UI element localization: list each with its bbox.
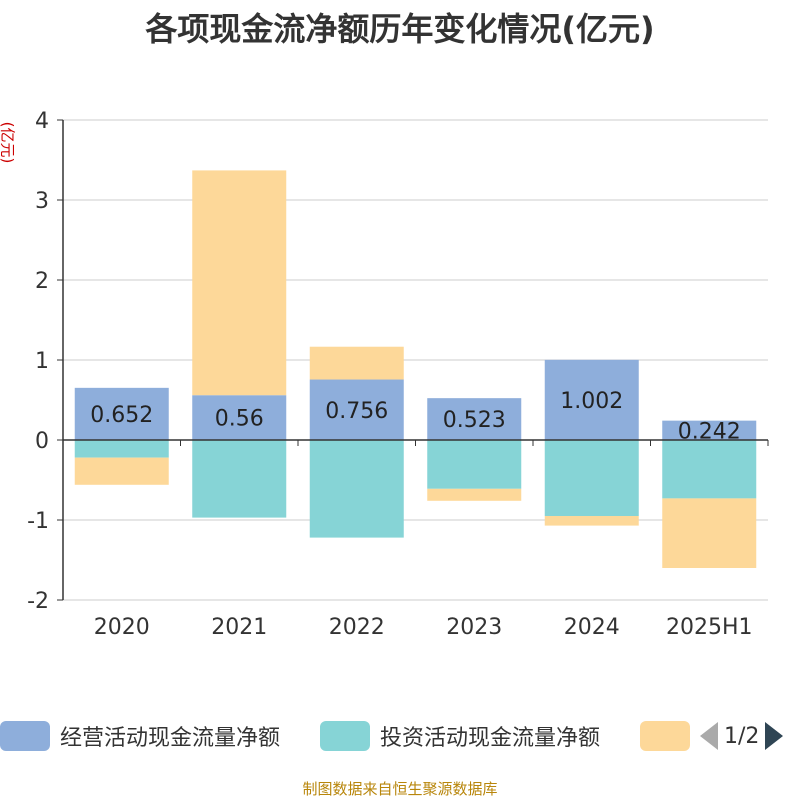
bar-series-2 — [192, 170, 287, 396]
bar-series-1 — [662, 440, 757, 499]
bar-series-1 — [192, 440, 287, 518]
y-tick-label: 2 — [35, 269, 49, 294]
bar-value-label: 0.756 — [325, 399, 388, 424]
y-tick-label: 3 — [35, 189, 49, 214]
chart-title: 各项现金流净额历年变化情况(亿元) — [145, 10, 655, 48]
bar-series-0 — [309, 379, 404, 440]
bar-value-label: 0.652 — [90, 403, 153, 428]
bar-series-0 — [544, 359, 639, 440]
bar-series-1 — [309, 440, 404, 538]
y-tick-label: -2 — [27, 589, 49, 614]
legend-item-financing[interactable] — [640, 716, 700, 756]
bar-value-label: 0.523 — [443, 408, 506, 433]
next-page-icon[interactable] — [765, 722, 784, 750]
legend-swatch-financing — [640, 721, 690, 751]
y-tick-label: 4 — [35, 109, 49, 134]
legend-label-operating: 经营活动现金流量净额 — [60, 726, 281, 751]
y-tick-label: -1 — [27, 509, 49, 534]
x-tick-label: 2025H1 — [666, 615, 753, 640]
bar-series-2 — [309, 346, 404, 380]
y-tick-label: 0 — [35, 429, 49, 454]
bar-series-1 — [74, 440, 169, 458]
bar-value-label: 0.56 — [215, 407, 264, 432]
bar-value-label: 1.002 — [560, 389, 623, 414]
x-tick-label: 2023 — [446, 615, 502, 640]
bar-series-1 — [427, 440, 522, 489]
bar-series-2 — [544, 516, 639, 526]
legend-swatch-operating — [0, 721, 50, 751]
bar-series-1 — [544, 440, 639, 516]
legend-swatch-investing — [320, 721, 370, 751]
x-tick-label: 2022 — [329, 615, 385, 640]
x-tick-label: 2024 — [564, 615, 620, 640]
data-source-note: 制图数据来自恒生聚源数据库 — [302, 780, 498, 798]
x-tick-label: 2020 — [94, 615, 150, 640]
bar-series-0 — [427, 398, 522, 440]
bar-series-0 — [662, 420, 757, 440]
bar-series-0 — [74, 387, 169, 440]
legend: 经营活动现金流量净额 投资活动现金流量净额 1/2 — [0, 716, 800, 756]
bar-series-2 — [427, 488, 522, 501]
x-tick-label: 2021 — [211, 615, 267, 640]
legend-pager: 1/2 — [700, 716, 784, 756]
bar-series-2 — [74, 457, 169, 485]
legend-item-investing[interactable]: 投资活动现金流量净额 — [320, 716, 600, 756]
legend-page-label: 1/2 — [724, 723, 760, 749]
prev-page-icon[interactable] — [700, 722, 718, 750]
y-tick-label: 1 — [35, 349, 49, 374]
bar-series-2 — [662, 498, 757, 568]
legend-item-operating[interactable]: 经营活动现金流量净额 — [0, 716, 280, 756]
bar-series-0 — [192, 395, 287, 440]
legend-label-investing: 投资活动现金流量净额 — [380, 726, 601, 751]
